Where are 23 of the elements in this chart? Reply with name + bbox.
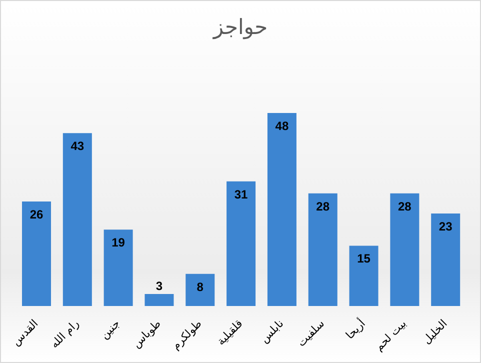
x-tick-label: نابلس <box>258 317 286 346</box>
x-tick-label: أريحا <box>342 316 368 342</box>
data-label: 26 <box>30 207 44 222</box>
data-label: 28 <box>316 199 330 214</box>
x-tick-label: القدس <box>9 317 41 348</box>
x-tick-label: طولكرم <box>169 316 205 352</box>
chart-title: حواجز <box>212 15 269 39</box>
data-label: 3 <box>156 278 163 293</box>
data-label: 23 <box>438 220 453 234</box>
x-tick-label: الخليل <box>420 317 450 347</box>
x-tick-label: بيت لحم <box>372 317 409 354</box>
data-label: 28 <box>398 199 412 214</box>
x-tick-label: قلقيلية <box>214 317 246 348</box>
x-tick-label: جنين <box>98 317 123 342</box>
data-label: 19 <box>112 236 126 250</box>
data-label: 31 <box>234 187 248 202</box>
data-label: 8 <box>196 280 204 294</box>
x-tick-label: طوباس <box>130 316 164 350</box>
data-label: 48 <box>275 119 289 133</box>
x-tick-label: رام الله <box>48 317 82 351</box>
data-label: 43 <box>70 139 84 154</box>
x-tick-label: سلفيت <box>294 317 328 350</box>
data-label: 15 <box>357 252 371 266</box>
